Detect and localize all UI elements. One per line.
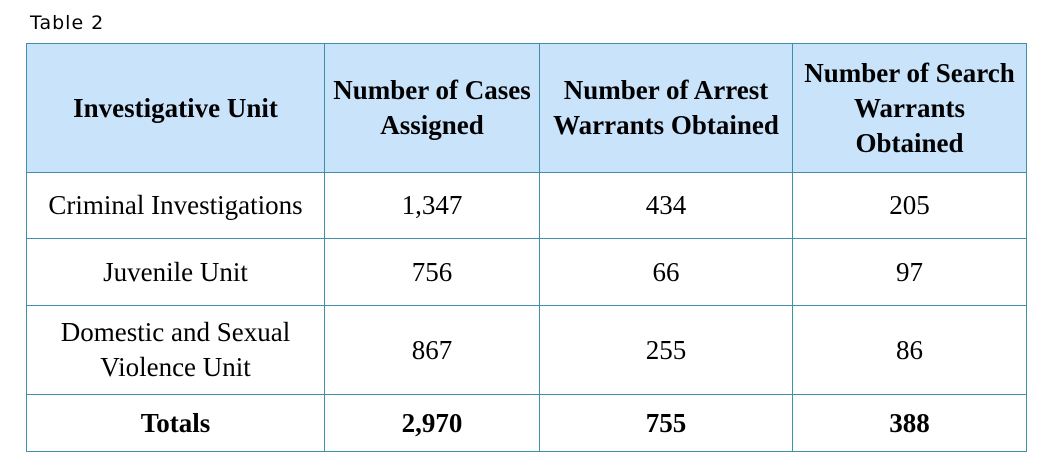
totals-search: 388 — [792, 394, 1027, 452]
table-row: Domestic and Sexual Violence Unit 867 25… — [26, 305, 1027, 395]
header-investigative-unit: Investigative Unit — [26, 43, 325, 173]
warrants-table: Investigative Unit Number of Cases Assig… — [26, 43, 1027, 452]
totals-row: Totals 2,970 755 388 — [26, 394, 1027, 452]
cell-cases: 867 — [324, 305, 540, 395]
totals-cases: 2,970 — [324, 394, 540, 452]
cell-cases: 756 — [324, 238, 540, 306]
cell-arrest: 66 — [539, 238, 793, 306]
cell-unit: Domestic and Sexual Violence Unit — [26, 305, 325, 395]
table-row: Juvenile Unit 756 66 97 — [26, 238, 1027, 306]
cell-search: 205 — [792, 172, 1027, 239]
table-caption: Table 2 — [30, 12, 105, 34]
cell-unit: Criminal Investigations — [26, 172, 325, 239]
table-row: Criminal Investigations 1,347 434 205 — [26, 172, 1027, 239]
header-cases-assigned: Number of Cases Assigned — [324, 43, 540, 173]
header-arrest-warrants: Number of Arrest Warrants Obtained — [539, 43, 793, 173]
header-search-warrants: Number of Search Warrants Obtained — [792, 43, 1027, 173]
totals-label: Totals — [26, 394, 325, 452]
cell-search: 86 — [792, 305, 1027, 395]
header-row: Investigative Unit Number of Cases Assig… — [26, 43, 1027, 173]
cell-arrest: 434 — [539, 172, 793, 239]
totals-arrest: 755 — [539, 394, 793, 452]
cell-search: 97 — [792, 238, 1027, 306]
cell-unit: Juvenile Unit — [26, 238, 325, 306]
cell-cases: 1,347 — [324, 172, 540, 239]
cell-arrest: 255 — [539, 305, 793, 395]
